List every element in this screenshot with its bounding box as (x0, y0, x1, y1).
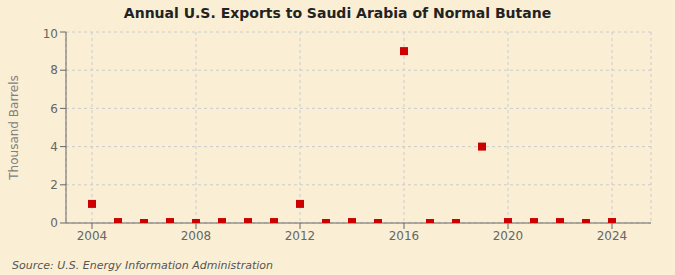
svg-text:2012: 2012 (285, 229, 316, 243)
svg-text:6: 6 (50, 102, 58, 116)
svg-text:2: 2 (50, 178, 58, 192)
html-text:Source: U.S. Energy Informatio: Source: U.S. Energy Information Administ… (12, 259, 273, 272)
svg-text:2016: 2016 (389, 229, 420, 243)
svg-text:2008: 2008 (181, 229, 212, 243)
svg-text:10: 10 (43, 27, 58, 41)
svg-text:2020: 2020 (493, 229, 524, 243)
svg-text:2004: 2004 (77, 229, 108, 243)
html-text:Annual U.S. Exports to Saudi A: Annual U.S. Exports to Saudi Arabia of N… (123, 5, 552, 21)
svg-text:2024: 2024 (597, 229, 628, 243)
svg-text:8: 8 (50, 63, 58, 77)
svg-text:0: 0 (50, 216, 58, 230)
svg-text:Thousand Barrels: Thousand Barrels (7, 75, 21, 180)
svg-text:4: 4 (50, 140, 58, 154)
